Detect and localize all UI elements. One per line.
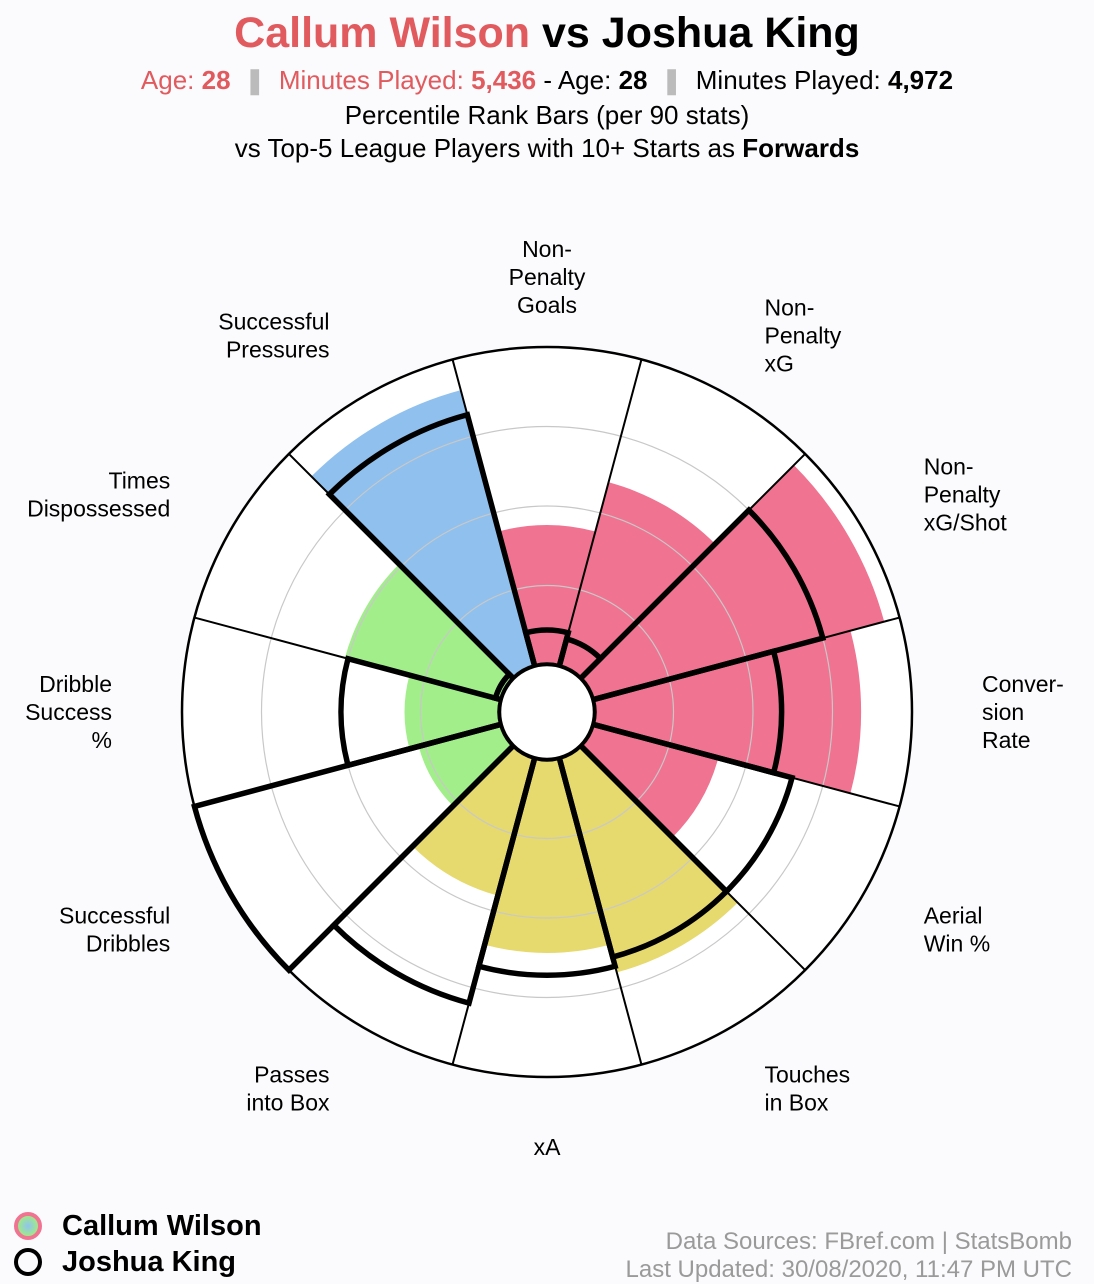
stat-label-line: Win %	[924, 931, 990, 957]
stat-label-line: Penalty	[765, 322, 842, 348]
player1-name: Callum Wilson	[234, 9, 531, 57]
stat-label-line: Dribble	[39, 671, 112, 697]
p1-age: 28	[201, 65, 231, 95]
stat-label-line: Dispossessed	[27, 496, 170, 522]
sources-text: Data Sources: FBref.com | StatsBomb	[665, 1228, 1072, 1255]
updated-text: Last Updated: 30/08/2020, 11:47 PM UTC	[625, 1256, 1073, 1283]
outer-ring	[180, 345, 914, 1079]
player1-bar	[580, 724, 719, 838]
legend-item-player2: Joshua King	[14, 1244, 262, 1280]
p2-age: 28	[618, 65, 648, 95]
player1-bar	[418, 724, 514, 806]
stat-label: Aerial Win %	[924, 903, 990, 957]
p2-minutes-label: Minutes Played:	[695, 65, 881, 95]
stat-label-line: %	[92, 727, 112, 753]
legend-item-player1: Callum Wilson	[14, 1208, 262, 1244]
subtitle-line2: vs Top-5 League Players with 10+ Starts …	[0, 132, 1094, 164]
center-hole	[498, 663, 596, 761]
stat-label: Conver-sion Rate	[982, 671, 1064, 753]
spoke-line	[558, 359, 643, 667]
grid-ring	[260, 425, 834, 999]
stat-label: Non-Penalty Goals	[509, 236, 586, 318]
stat-label: Non-Penalty xG	[765, 294, 842, 376]
subtitle-text: vs Top-5 League Players with 10+ Starts …	[234, 133, 736, 163]
stat-label-line: Success	[25, 699, 112, 725]
p1-age-label: Age:	[140, 65, 195, 95]
player1-bar	[484, 757, 610, 953]
p1-minutes: 5,436	[471, 65, 537, 95]
legend: Callum Wilson Joshua King	[14, 1208, 262, 1280]
legend-marker-filled-icon	[14, 1212, 42, 1240]
p2-minutes: 4,972	[887, 65, 954, 95]
stat-label: Successful Pressures	[218, 308, 329, 362]
stat-label: Touches in Box	[765, 1062, 851, 1116]
p1-minutes-label: Minutes Played:	[278, 65, 464, 95]
stat-label: Passes into Box	[246, 1062, 330, 1116]
stat-label-line: Non-	[765, 294, 815, 320]
stat-label-line: into Box	[246, 1090, 330, 1116]
chart-title: Callum Wilson vs Joshua King	[0, 8, 1094, 58]
stat-label-line: in Box	[765, 1090, 829, 1116]
stat-label: Dribble Success%	[25, 671, 112, 753]
stat-label-line: xA	[534, 1134, 562, 1160]
stat-label-line: Non-	[924, 454, 974, 480]
legend-marker-outline-icon	[14, 1248, 42, 1276]
grid-ring	[419, 584, 675, 840]
stat-label-line: Times	[109, 468, 171, 494]
stat-label-line: Non-	[522, 236, 572, 262]
stat-label-line: Dribbles	[86, 931, 170, 957]
stat-label: Successful Dribbles	[59, 903, 170, 957]
stat-label: Times Dispossessed	[27, 468, 170, 522]
dash: -	[543, 65, 553, 95]
stat-label-line: Penalty	[509, 264, 586, 290]
separator: ❚	[243, 65, 266, 95]
stat-label-line: Penalty	[924, 482, 1001, 508]
player1-bar	[412, 745, 535, 896]
stat-label-line: Successful	[59, 903, 170, 929]
player-info-line: Age: 28 ❚ Minutes Played: 5,436 - Age: 2…	[0, 64, 1094, 96]
data-sources: Data Sources: FBref.com | StatsBomb Last…	[626, 1228, 1073, 1284]
vs-text: vs	[541, 9, 590, 57]
stat-label-line: Goals	[517, 292, 577, 318]
player1-bar	[559, 482, 716, 679]
stat-label: xA	[534, 1134, 562, 1160]
position-text: Forwards	[742, 133, 860, 163]
stat-label-line: Successful	[218, 308, 329, 334]
stat-label-line: Touches	[765, 1062, 851, 1088]
stat-label-line: Conver-	[982, 671, 1064, 697]
subtitle-line1: Percentile Rank Bars (per 90 stats)	[344, 100, 750, 130]
stat-label: Non-Penalty xG/Shot	[924, 454, 1008, 536]
legend-label-player2: Joshua King	[62, 1246, 237, 1278]
p2-age-label: Age:	[557, 65, 612, 95]
separator: ❚	[660, 65, 683, 95]
stat-label-line: Rate	[982, 727, 1031, 753]
stat-label-line: sion	[982, 699, 1024, 725]
player2-name: Joshua King	[601, 9, 860, 57]
player1-bar	[592, 630, 862, 794]
stat-label-line: xG/Shot	[924, 510, 1008, 536]
stat-label-line: Aerial	[924, 903, 983, 929]
stat-label-line: Pressures	[226, 336, 330, 362]
player1-bar	[344, 564, 514, 700]
stat-label-line: xG	[765, 350, 794, 376]
player1-bar	[498, 525, 596, 667]
stat-label-line: Passes	[254, 1062, 329, 1088]
legend-label-player1: Callum Wilson	[62, 1210, 262, 1242]
